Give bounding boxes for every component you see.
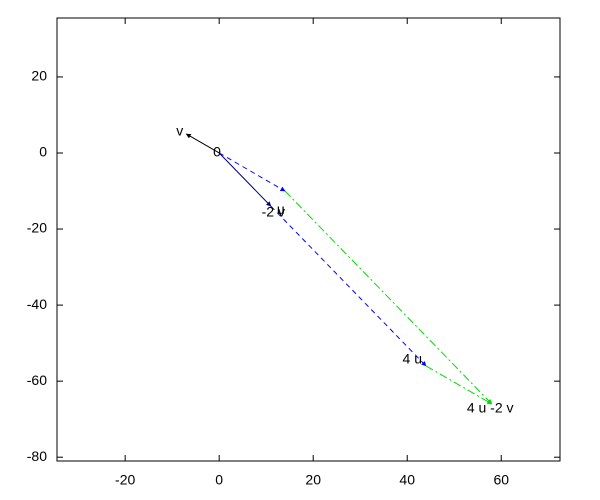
x-tick-label: 40 <box>399 472 415 488</box>
y-tick-label: -80 <box>27 448 47 464</box>
x-tick-label: -20 <box>115 472 135 488</box>
vector <box>218 152 286 192</box>
y-tick-label: -40 <box>27 296 47 312</box>
y-tick-label: 20 <box>31 68 47 84</box>
x-tick-label: 60 <box>493 472 509 488</box>
vector <box>284 190 493 405</box>
vector <box>270 205 427 367</box>
point-label: u <box>277 201 285 217</box>
y-tick-label: 0 <box>39 144 47 160</box>
point-label: 4 u <box>403 351 422 367</box>
vector <box>185 133 220 154</box>
y-tick-label: -60 <box>27 372 47 388</box>
plot-frame <box>56 17 561 462</box>
point-label: 4 u -2 v <box>467 400 514 416</box>
point-label: -2 v <box>262 204 285 220</box>
point-label: 0 <box>213 144 221 160</box>
vector <box>218 152 272 207</box>
x-tick-label: 20 <box>305 472 321 488</box>
x-tick-label: 0 <box>215 472 223 488</box>
point-label: v <box>176 123 183 139</box>
y-tick-label: -20 <box>27 220 47 236</box>
vector <box>425 365 493 405</box>
